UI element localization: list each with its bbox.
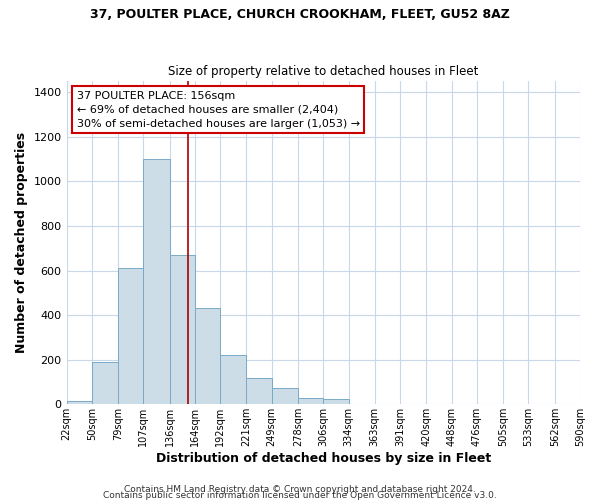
Bar xyxy=(298,398,323,404)
Bar xyxy=(220,355,247,405)
Title: Size of property relative to detached houses in Fleet: Size of property relative to detached ho… xyxy=(168,66,478,78)
X-axis label: Distribution of detached houses by size in Fleet: Distribution of detached houses by size … xyxy=(155,452,491,465)
Text: Contains HM Land Registry data © Crown copyright and database right 2024.: Contains HM Land Registry data © Crown c… xyxy=(124,484,476,494)
Text: 37, POULTER PLACE, CHURCH CROOKHAM, FLEET, GU52 8AZ: 37, POULTER PLACE, CHURCH CROOKHAM, FLEE… xyxy=(90,8,510,20)
Bar xyxy=(118,268,143,404)
Bar xyxy=(272,388,298,404)
Text: 37 POULTER PLACE: 156sqm
← 69% of detached houses are smaller (2,404)
30% of sem: 37 POULTER PLACE: 156sqm ← 69% of detach… xyxy=(77,91,360,129)
Bar xyxy=(92,362,118,405)
Bar xyxy=(67,401,92,404)
Bar xyxy=(195,308,220,404)
Y-axis label: Number of detached properties: Number of detached properties xyxy=(15,132,28,353)
Bar xyxy=(247,378,272,404)
Bar xyxy=(323,398,349,404)
Bar xyxy=(143,159,170,404)
Bar xyxy=(170,255,195,404)
Text: Contains public sector information licensed under the Open Government Licence v3: Contains public sector information licen… xyxy=(103,490,497,500)
